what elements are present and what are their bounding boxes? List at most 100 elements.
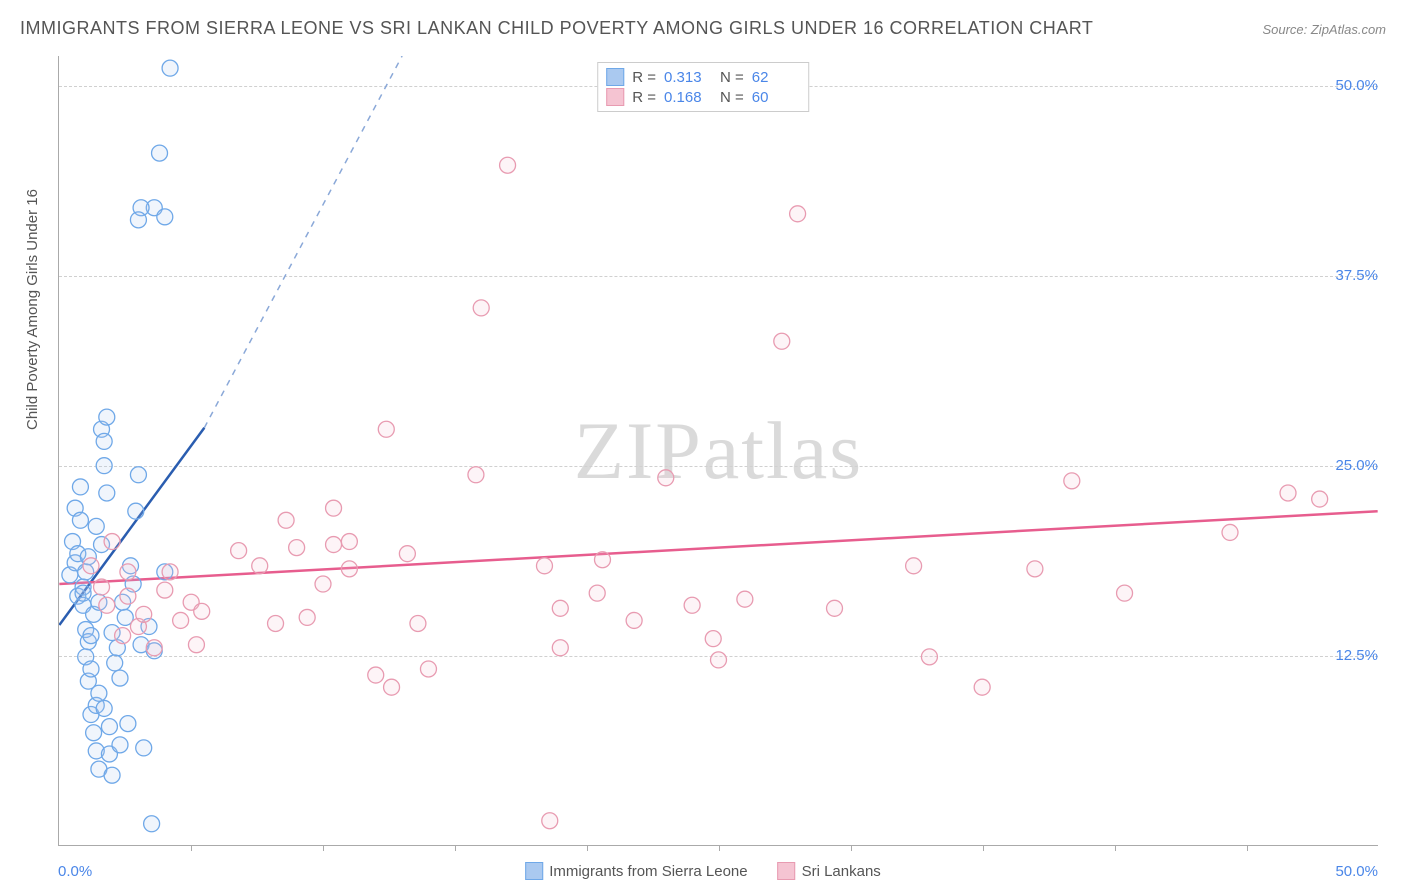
scatter-point [75,585,91,601]
x-tick [587,845,588,851]
scatter-point [99,485,115,501]
legend-item-0: Immigrants from Sierra Leone [525,862,747,880]
scatter-point [921,649,937,665]
scatter-point [658,470,674,486]
x-tick [719,845,720,851]
stats-n-value-0: 62 [752,69,800,86]
scatter-point [684,597,700,613]
scatter-point [152,145,168,161]
scatter-point [104,534,120,550]
correlation-stats-box: R = 0.313 N = 62 R = 0.168 N = 60 [597,62,809,112]
stats-r-value-0: 0.313 [664,69,712,86]
scatter-point [112,737,128,753]
scatter-point [88,518,104,534]
chart-title: IMMIGRANTS FROM SIERRA LEONE VS SRI LANK… [20,18,1093,39]
scatter-point [130,467,146,483]
scatter-point [136,740,152,756]
scatter-point [157,209,173,225]
x-tick [851,845,852,851]
scatter-point [737,591,753,607]
scatter-point [536,558,552,574]
legend-label-1: Sri Lankans [802,863,881,880]
scatter-point [410,615,426,631]
scatter-point [420,661,436,677]
scatter-point [326,500,342,516]
chart-svg [59,56,1378,845]
scatter-point [72,512,88,528]
scatter-point [173,612,189,628]
scatter-point [99,597,115,613]
scatter-point [252,558,268,574]
trend-line [204,56,402,428]
scatter-point [1117,585,1133,601]
scatter-point [99,409,115,425]
x-axis-end-label: 50.0% [1335,863,1378,880]
scatter-point [162,60,178,76]
scatter-point [101,719,117,735]
scatter-point [162,564,178,580]
scatter-point [552,640,568,656]
scatter-point [91,685,107,701]
legend-item-1: Sri Lankans [778,862,881,880]
scatter-point [128,503,144,519]
scatter-point [268,615,284,631]
bottom-legend: Immigrants from Sierra Leone Sri Lankans [525,862,881,880]
scatter-point [468,467,484,483]
stats-swatch-1 [606,88,624,106]
stats-r-label: R = [632,69,656,86]
scatter-point [115,628,131,644]
stats-n-label: N = [720,69,744,86]
scatter-point [341,561,357,577]
scatter-point [1027,561,1043,577]
scatter-point [790,206,806,222]
scatter-point [552,600,568,616]
scatter-point [368,667,384,683]
scatter-point [326,537,342,553]
legend-swatch-1 [778,862,796,880]
scatter-point [188,637,204,653]
stats-swatch-0 [606,68,624,86]
scatter-point [231,543,247,559]
scatter-point [711,652,727,668]
scatter-point [1312,491,1328,507]
scatter-point [542,813,558,829]
scatter-point [827,600,843,616]
scatter-point [120,716,136,732]
scatter-point [107,655,123,671]
x-tick [455,845,456,851]
stats-r-label: R = [632,89,656,106]
stats-row-series-0: R = 0.313 N = 62 [606,67,800,87]
scatter-point [315,576,331,592]
scatter-point [83,628,99,644]
scatter-point [120,588,136,604]
scatter-point [906,558,922,574]
y-axis-label: Child Poverty Among Girls Under 16 [24,189,41,430]
scatter-point [278,512,294,528]
scatter-point [299,609,315,625]
stats-row-series-1: R = 0.168 N = 60 [606,87,800,107]
scatter-point [341,534,357,550]
scatter-point [626,612,642,628]
scatter-point [473,300,489,316]
x-tick [323,845,324,851]
scatter-point [96,700,112,716]
scatter-point [72,479,88,495]
scatter-point [112,670,128,686]
scatter-point [96,458,112,474]
stats-r-value-1: 0.168 [664,89,712,106]
scatter-point [1064,473,1080,489]
scatter-point [104,767,120,783]
scatter-point [384,679,400,695]
scatter-point [500,157,516,173]
x-axis-start-label: 0.0% [58,863,92,880]
scatter-point [94,579,110,595]
scatter-point [194,603,210,619]
stats-n-value-1: 60 [752,89,800,106]
scatter-point [399,546,415,562]
scatter-point [705,631,721,647]
scatter-point [378,421,394,437]
x-tick [983,845,984,851]
plot-area: ZIPatlas [58,56,1378,846]
scatter-point [157,582,173,598]
scatter-point [83,558,99,574]
